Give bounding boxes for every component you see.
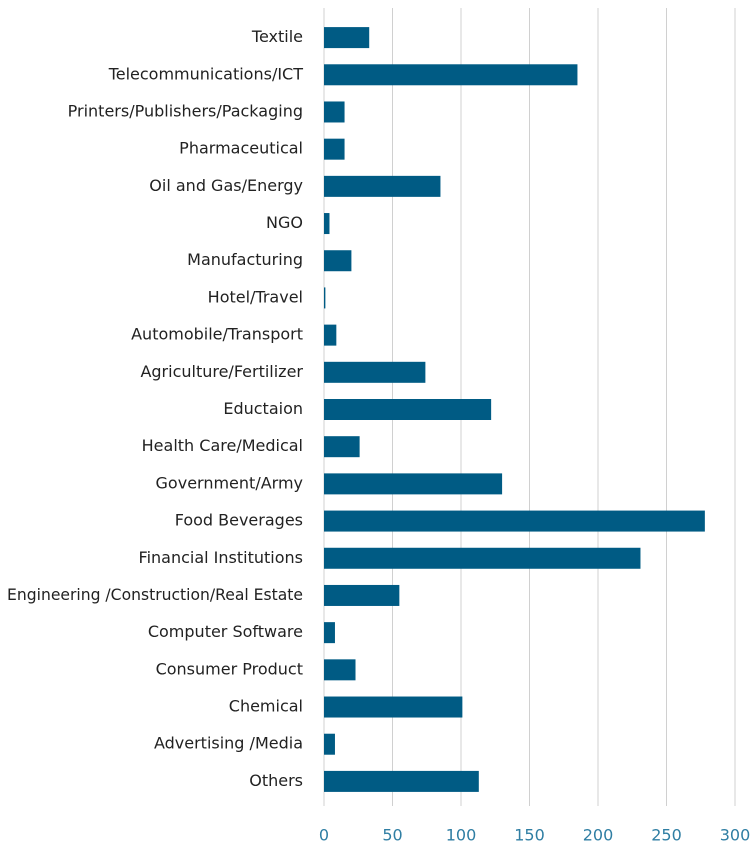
bar — [324, 733, 335, 755]
x-tick-label: 0 — [319, 826, 329, 845]
y-tick-label: Food Beverages — [175, 511, 303, 530]
y-tick-label: Hotel/Travel — [208, 287, 303, 306]
bar — [324, 27, 370, 49]
bar — [324, 361, 426, 383]
y-tick-label: Manufacturing — [187, 250, 303, 269]
bar — [324, 622, 335, 644]
y-tick-label: Pharmaceutical — [179, 139, 303, 158]
y-tick-label: Chemical — [229, 697, 303, 716]
y-tick-label: Financial Institutions — [139, 548, 303, 567]
bar — [324, 770, 479, 792]
x-tick-label: 100 — [446, 826, 477, 845]
bar — [324, 696, 463, 718]
bar — [324, 436, 360, 458]
bar — [324, 287, 326, 309]
bar — [324, 101, 345, 123]
bar — [324, 175, 441, 197]
y-tick-label: Advertising /Media — [154, 734, 303, 753]
y-tick-label: Government/Army — [156, 473, 303, 492]
y-tick-label: Telecommunications/ICT — [108, 64, 304, 83]
y-tick-label: Consumer Product — [156, 659, 303, 678]
y-tick-label: Textile — [251, 27, 303, 46]
bar — [324, 473, 503, 495]
y-tick-label: Health Care/Medical — [142, 436, 303, 455]
bar — [324, 399, 492, 420]
x-tick-label: 300 — [720, 826, 751, 845]
x-tick-label: 250 — [651, 826, 682, 845]
bar — [324, 138, 345, 160]
bar — [324, 584, 400, 606]
x-tick-label: 50 — [382, 826, 402, 845]
y-tick-label: Agriculture/Fertilizer — [140, 362, 303, 381]
y-tick-label: Computer Software — [148, 622, 303, 641]
y-tick-label: Oil and Gas/Energy — [149, 176, 303, 195]
bar — [324, 547, 641, 569]
y-tick-label: NGO — [266, 213, 303, 232]
y-tick-label: Eductaion — [223, 399, 303, 418]
bar — [324, 213, 330, 235]
bar — [324, 324, 337, 346]
y-tick-label: Engineering /Construction/Real Estate — [7, 585, 303, 604]
y-tick-label: Printers/Publishers/Packaging — [68, 101, 303, 120]
bar — [324, 510, 705, 532]
bar — [324, 659, 356, 681]
x-tick-label: 200 — [583, 826, 614, 845]
y-tick-label: Others — [249, 771, 303, 790]
x-tick-label: 150 — [514, 826, 545, 845]
y-tick-label: Automobile/Transport — [131, 325, 303, 344]
bar — [324, 250, 352, 272]
bar — [324, 64, 578, 86]
